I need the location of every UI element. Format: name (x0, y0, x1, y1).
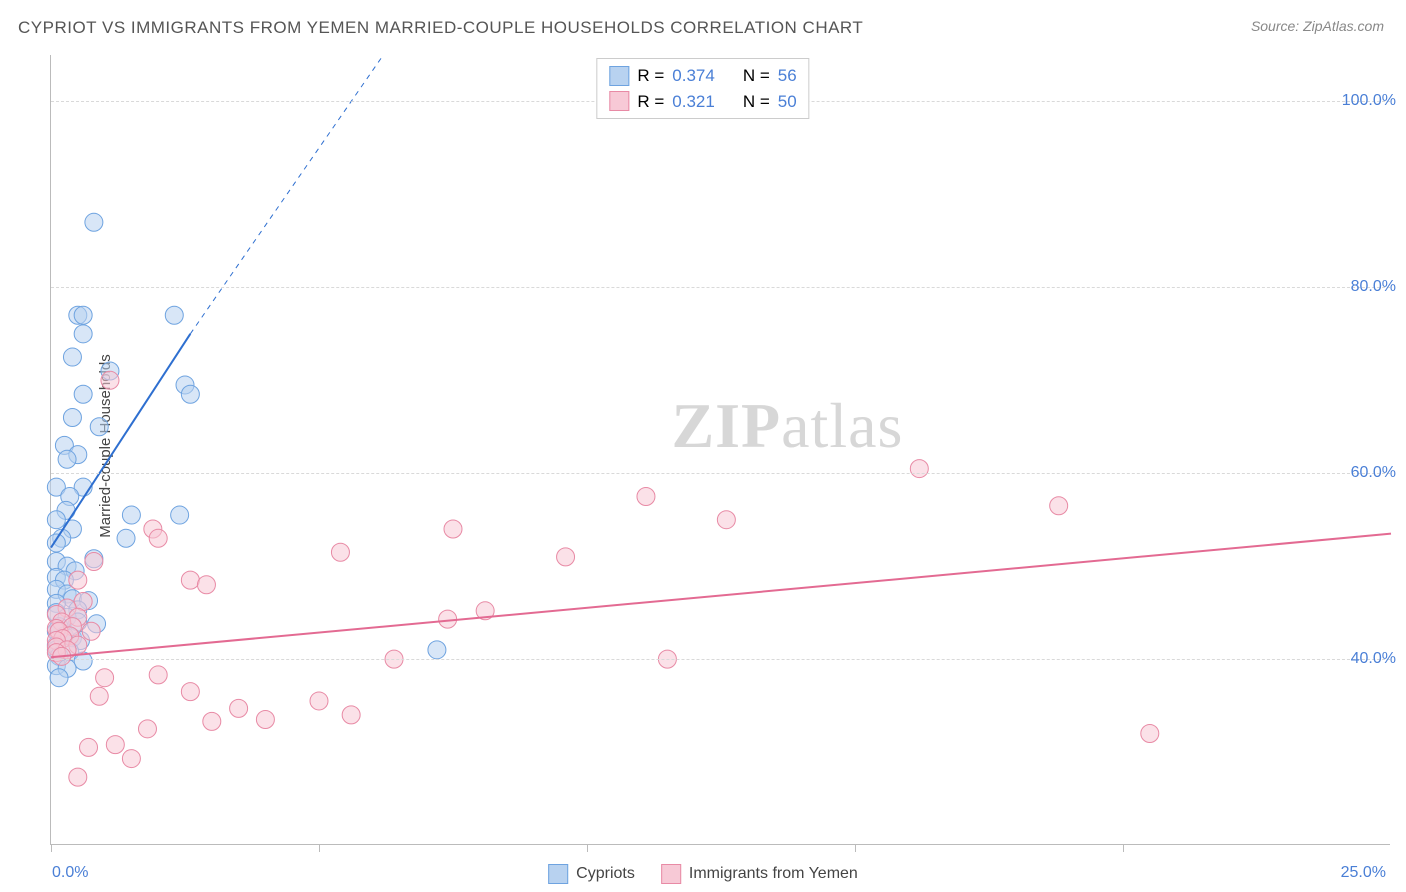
x-tickmark (1123, 844, 1124, 852)
scatter-point (50, 669, 68, 687)
n-label: N = (743, 89, 770, 115)
scatter-point (90, 418, 108, 436)
scatter-point (230, 699, 248, 717)
scatter-point (444, 520, 462, 538)
scatter-point (171, 506, 189, 524)
scatter-point (149, 666, 167, 684)
scatter-point (138, 720, 156, 738)
n-value: 56 (778, 63, 797, 89)
scatter-point (310, 692, 328, 710)
chart-svg (51, 55, 1390, 844)
scatter-point (342, 706, 360, 724)
scatter-point (1141, 724, 1159, 742)
scatter-point (106, 736, 124, 754)
scatter-point (165, 306, 183, 324)
scatter-point (557, 548, 575, 566)
scatter-point (69, 571, 87, 589)
stats-row: R = 0.321 N = 50 (609, 89, 796, 115)
scatter-point (149, 529, 167, 547)
r-value: 0.321 (672, 89, 715, 115)
scatter-point (122, 506, 140, 524)
scatter-point (74, 325, 92, 343)
scatter-point (181, 683, 199, 701)
gridline (51, 473, 1390, 474)
source-prefix: Source: (1251, 18, 1303, 34)
stats-legend: R = 0.374 N = 56 R = 0.321 N = 50 (596, 58, 809, 119)
n-label: N = (743, 63, 770, 89)
legend-item: Immigrants from Yemen (661, 864, 858, 884)
scatter-point (122, 750, 140, 768)
x-tickmark (319, 844, 320, 852)
scatter-point (428, 641, 446, 659)
scatter-point (256, 711, 274, 729)
scatter-point (69, 768, 87, 786)
legend-swatch (609, 91, 629, 111)
source-name: ZipAtlas.com (1303, 18, 1384, 34)
y-tick-label: 40.0% (1351, 650, 1396, 668)
chart-plot-area: ZIPatlas (50, 55, 1390, 845)
legend-swatch (548, 864, 568, 884)
scatter-point (63, 348, 81, 366)
scatter-point (82, 622, 100, 640)
legend-label: Cypriots (576, 865, 635, 883)
scatter-point (74, 592, 92, 610)
legend-item: Cypriots (548, 864, 635, 884)
scatter-point (74, 306, 92, 324)
scatter-point (197, 576, 215, 594)
scatter-point (85, 213, 103, 231)
scatter-point (910, 460, 928, 478)
stats-row: R = 0.374 N = 56 (609, 63, 796, 89)
x-tick-min: 0.0% (52, 864, 88, 882)
legend-swatch (661, 864, 681, 884)
scatter-point (1050, 497, 1068, 515)
gridline (51, 287, 1390, 288)
source-attribution: Source: ZipAtlas.com (1251, 18, 1384, 34)
scatter-point (58, 450, 76, 468)
scatter-point (181, 571, 199, 589)
scatter-point (47, 534, 65, 552)
trend-line-ext (190, 55, 383, 334)
y-tick-label: 100.0% (1342, 92, 1396, 110)
x-tick-max: 25.0% (1341, 864, 1386, 882)
scatter-point (80, 738, 98, 756)
scatter-point (181, 385, 199, 403)
trend-line (51, 534, 1391, 658)
legend-label: Immigrants from Yemen (689, 865, 858, 883)
scatter-point (117, 529, 135, 547)
legend-swatch (609, 66, 629, 86)
scatter-point (717, 511, 735, 529)
scatter-point (85, 553, 103, 571)
r-label: R = (637, 63, 664, 89)
n-value: 50 (778, 89, 797, 115)
x-tickmark (51, 844, 52, 852)
x-tickmark (855, 844, 856, 852)
scatter-point (63, 408, 81, 426)
y-tick-label: 80.0% (1351, 278, 1396, 296)
r-value: 0.374 (672, 63, 715, 89)
scatter-point (90, 687, 108, 705)
series-legend: Cypriots Immigrants from Yemen (548, 864, 858, 884)
y-tick-label: 60.0% (1351, 464, 1396, 482)
scatter-point (74, 385, 92, 403)
scatter-point (637, 487, 655, 505)
scatter-point (96, 669, 114, 687)
scatter-point (331, 543, 349, 561)
scatter-point (101, 371, 119, 389)
r-label: R = (637, 89, 664, 115)
scatter-point (47, 511, 65, 529)
page-title: CYPRIOT VS IMMIGRANTS FROM YEMEN MARRIED… (18, 18, 863, 38)
x-tickmark (587, 844, 588, 852)
scatter-point (203, 712, 221, 730)
gridline (51, 659, 1390, 660)
